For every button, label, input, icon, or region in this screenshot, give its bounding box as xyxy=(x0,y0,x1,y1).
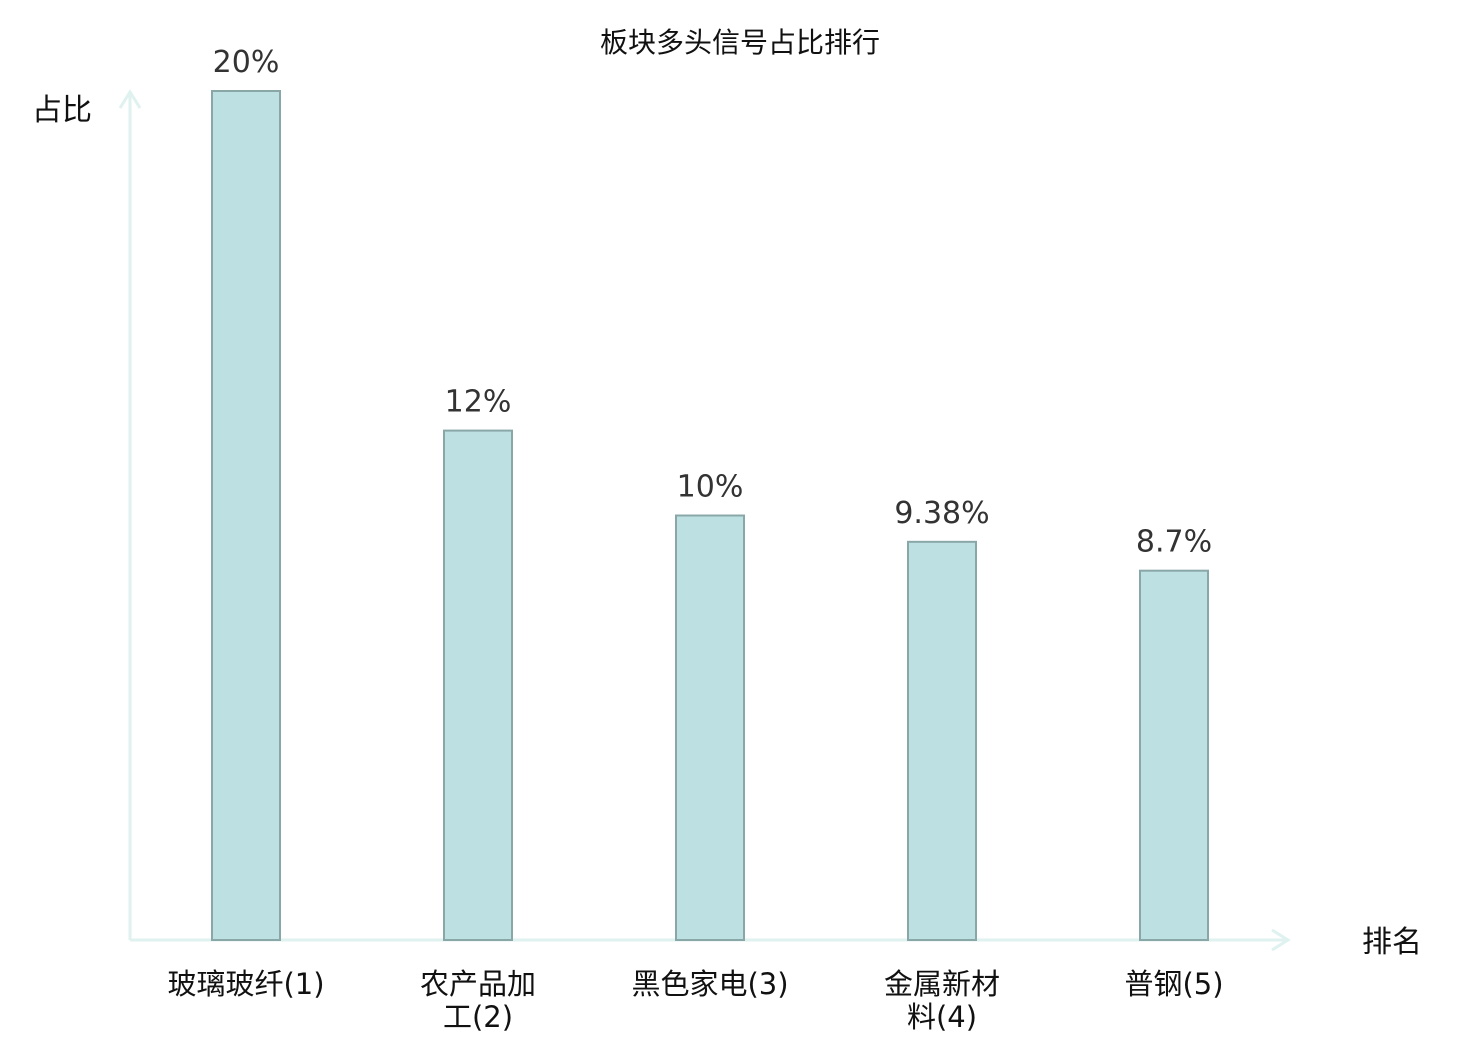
category-label-1: 玻璃玻纤(1) xyxy=(167,967,324,1001)
bar-value-label-2: 12% xyxy=(445,385,512,420)
bar-value-label-1: 20% xyxy=(213,45,280,80)
category-label-4-line-1: 金属新材 xyxy=(884,967,1000,1001)
category-label-3: 黑色家电(3) xyxy=(631,967,788,1001)
bar-value-label-3: 10% xyxy=(677,470,744,505)
x-axis-arrow-icon xyxy=(1271,928,1291,952)
category-label-2-line-2: 工(2) xyxy=(443,1000,513,1034)
bars-group xyxy=(211,90,1209,941)
bar-5 xyxy=(1139,569,1209,941)
y-axis-label: 占比 xyxy=(32,93,92,128)
bar-4 xyxy=(907,540,977,941)
category-label-4-line-2: 料(4) xyxy=(907,1000,977,1034)
bar-value-label-5: 8.7% xyxy=(1136,525,1212,560)
bar-3 xyxy=(675,514,745,941)
bar-value-label-4: 9.38% xyxy=(894,496,989,531)
value-labels-group: 20% 12% 10% 9.38% 8.7% xyxy=(213,45,1212,560)
bar-2 xyxy=(443,429,513,941)
category-label-2-line-1: 农产品加 xyxy=(420,967,536,1001)
chart-title: 板块多头信号占比排行 xyxy=(600,26,880,59)
y-axis-arrow-icon xyxy=(118,89,142,109)
bar-1 xyxy=(211,90,281,941)
category-label-5: 普钢(5) xyxy=(1124,967,1223,1001)
x-axis-label: 排名 xyxy=(1362,925,1422,960)
